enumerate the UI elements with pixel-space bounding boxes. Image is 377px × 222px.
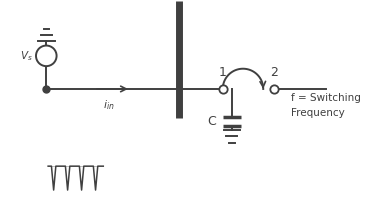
- Text: $i_{in}$: $i_{in}$: [103, 98, 115, 112]
- Text: f = Switching
Frequency: f = Switching Frequency: [291, 93, 361, 118]
- Text: 2: 2: [270, 66, 278, 79]
- Circle shape: [36, 46, 57, 66]
- Text: 1: 1: [219, 66, 227, 79]
- Text: C: C: [207, 115, 216, 128]
- Text: $V_s$: $V_s$: [20, 49, 33, 63]
